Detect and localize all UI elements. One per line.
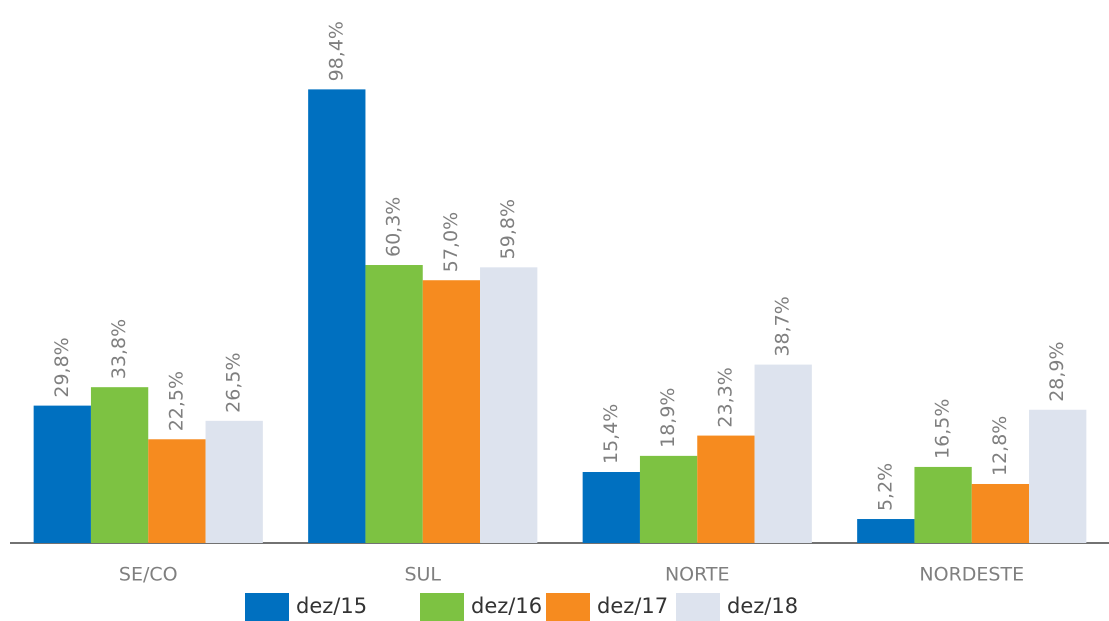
data-label: 12,8% xyxy=(989,416,1011,476)
legend-swatch xyxy=(245,593,289,621)
x-tick-label: SE/CO xyxy=(119,564,178,586)
data-label: 33,8% xyxy=(108,319,130,379)
data-label: 26,5% xyxy=(223,352,245,412)
bar xyxy=(90,387,149,543)
data-label: 23,3% xyxy=(714,367,736,427)
data-label: 18,9% xyxy=(657,388,679,448)
bar xyxy=(971,483,1030,543)
data-label: 60,3% xyxy=(383,197,405,257)
data-label: 28,9% xyxy=(1046,341,1068,401)
x-tick-label: NORDESTE xyxy=(919,564,1024,586)
bar xyxy=(205,420,263,543)
legend-swatch xyxy=(546,593,590,621)
x-tick-label: SUL xyxy=(404,564,441,586)
data-label: 22,5% xyxy=(165,371,187,431)
data-label: 15,4% xyxy=(600,404,622,464)
legend-label: dez/15 xyxy=(296,594,367,618)
bar xyxy=(480,267,538,543)
data-label: 5,2% xyxy=(874,463,896,511)
data-label: 98,4% xyxy=(325,21,347,81)
bar xyxy=(422,280,481,543)
bar xyxy=(857,519,915,543)
x-tick-label: NORTE xyxy=(665,564,730,586)
data-label: 57,0% xyxy=(440,212,462,272)
legend-label: dez/18 xyxy=(727,594,798,618)
data-label: 38,7% xyxy=(772,296,794,356)
bar xyxy=(697,435,755,543)
data-label: 16,5% xyxy=(932,399,954,459)
legend-label: dez/16 xyxy=(471,594,542,618)
bar xyxy=(914,466,972,543)
bar xyxy=(754,364,812,543)
bar xyxy=(639,455,698,543)
bar xyxy=(582,472,640,543)
bar xyxy=(33,405,91,543)
data-label: 29,8% xyxy=(51,337,73,397)
legend-label: dez/17 xyxy=(597,594,668,618)
bar xyxy=(365,265,423,543)
legend-swatch xyxy=(420,593,464,621)
legend-swatch xyxy=(676,593,720,621)
data-label: 59,8% xyxy=(497,199,519,259)
bar xyxy=(308,89,366,543)
bar xyxy=(1029,409,1087,543)
bar xyxy=(148,439,206,543)
